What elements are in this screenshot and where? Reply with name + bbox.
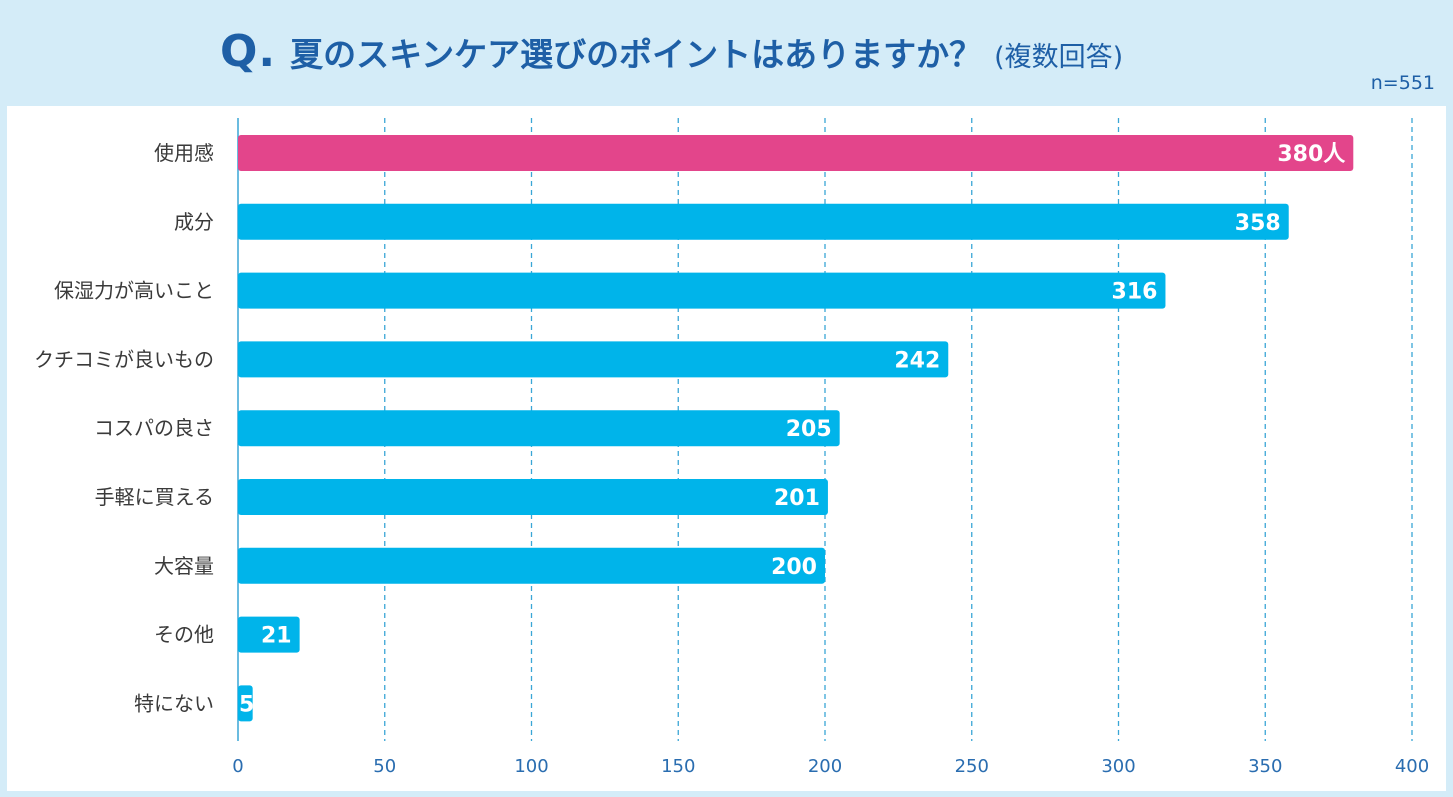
bar [238,203,1289,240]
plot-panel: 0 50 100 150 200 250 300 350 400 使用感 380人成分 358 保湿力が… [7,106,1446,791]
question-mark-label: Q. [220,26,277,77]
category-label: 使用感 [154,141,214,165]
value-label: 242 [894,348,940,373]
category-label: 保湿力が高いこと [54,279,214,303]
value-label: 380人 [1277,142,1345,167]
bar [238,341,949,378]
x-tick-label: 350 [1248,756,1282,777]
question-text: 夏のスキンケア選びのポイントはありますか？ [290,35,983,74]
chart-title: Q. 夏のスキンケア選びのポイントはありますか？ (複数回答) [220,26,1123,77]
bar [238,272,1166,309]
x-tick-label: 200 [808,756,842,777]
x-tick-label: 300 [1101,756,1135,777]
bar [238,135,1354,171]
value-label: 21 [261,624,292,649]
x-tick-label: 50 [373,756,396,777]
value-label: 358 [1235,211,1281,236]
sample-size-label: n=551 [1370,72,1435,94]
bar [238,410,840,447]
x-tick-label: 0 [232,756,243,777]
x-tick-label: 400 [1395,756,1429,777]
category-label: クチコミが良いもの [34,347,214,371]
category-label: 成分 [174,210,214,234]
value-label: 316 [1112,280,1158,305]
x-tick-label: 150 [661,756,695,777]
value-label: 201 [774,486,820,511]
question-subtitle: (複数回答) [994,42,1124,73]
category-label: 手軽に買える [95,485,214,509]
x-tick-label: 250 [955,756,989,777]
category-label: 特にない [134,691,214,715]
x-tick-label: 100 [514,756,548,777]
bar [238,479,828,515]
value-label: 5 [239,692,254,717]
value-label: 200 [771,555,817,580]
header: Q. 夏のスキンケア選びのポイントはありますか？ (複数回答) n=551 [0,0,1453,106]
category-label: コスパの良さ [94,416,214,440]
category-label: 大容量 [154,554,214,578]
value-label: 205 [786,417,832,442]
bar [238,616,300,653]
bar [238,685,253,722]
bar [238,547,825,584]
category-label: その他 [154,623,214,647]
